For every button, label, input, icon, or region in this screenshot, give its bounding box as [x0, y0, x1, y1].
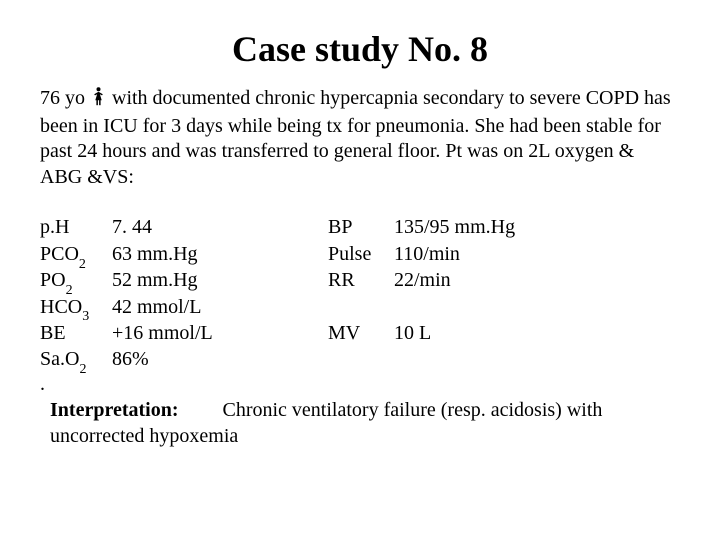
- spacer: [394, 294, 515, 320]
- label-pco2-pre: PCO: [40, 243, 79, 265]
- dot-line: .: [40, 373, 680, 396]
- label-sao2: Sa.O2: [40, 346, 112, 372]
- value-be: +16 mmol/L: [112, 320, 213, 346]
- label-mv: MV: [328, 320, 394, 346]
- label-po2-sub: 2: [66, 283, 73, 298]
- interpretation: Interpretation:Chronic ventilatory failu…: [40, 397, 680, 449]
- value-sao2: 86%: [112, 346, 213, 372]
- label-po2: PO2: [40, 267, 112, 293]
- value-bp: 135/95 mm.Hg: [394, 214, 515, 240]
- age-text: 76 yo: [40, 87, 85, 109]
- value-po2: 52 mm.Hg: [112, 267, 213, 293]
- value-mv: 10 L: [394, 320, 515, 346]
- case-description: 76 yo with documented chronic hypercapni…: [40, 86, 680, 190]
- abg-column: p.H PCO2 PO2 HCO3 BE Sa.O2 7. 44 63 mm.H…: [40, 214, 328, 372]
- description-text: with documented chronic hypercapnia seco…: [40, 87, 671, 188]
- label-hco3-sub: 3: [82, 309, 89, 324]
- label-pco2: PCO2: [40, 241, 112, 267]
- label-ph: p.H: [40, 214, 112, 240]
- vitals-labels: BP Pulse RR MV: [328, 214, 394, 372]
- slide: Case study No. 8 76 yo with documented c…: [0, 0, 720, 469]
- value-rr: 22/min: [394, 267, 515, 293]
- label-po2-pre: PO: [40, 269, 66, 291]
- value-pco2: 63 mm.Hg: [112, 241, 213, 267]
- interpretation-label: Interpretation:: [50, 399, 179, 421]
- abg-labels: p.H PCO2 PO2 HCO3 BE Sa.O2: [40, 214, 112, 372]
- abg-values: 7. 44 63 mm.Hg 52 mm.Hg 42 mmol/L +16 mm…: [112, 214, 213, 372]
- spacer: [328, 294, 394, 320]
- value-pulse: 110/min: [394, 241, 515, 267]
- label-hco3-pre: HCO: [40, 296, 82, 318]
- label-be: BE: [40, 320, 112, 346]
- label-hco3: HCO3: [40, 294, 112, 320]
- label-sao2-pre: Sa.O: [40, 348, 79, 370]
- vitals-values: 135/95 mm.Hg 110/min 22/min 10 L: [394, 214, 515, 372]
- woman-icon: [92, 87, 105, 114]
- slide-title: Case study No. 8: [40, 28, 680, 70]
- value-hco3: 42 mmol/L: [112, 294, 213, 320]
- label-pco2-sub: 2: [79, 257, 86, 272]
- label-bp: BP: [328, 214, 394, 240]
- label-pulse: Pulse: [328, 241, 394, 267]
- label-rr: RR: [328, 267, 394, 293]
- vitals-column: BP Pulse RR MV 135/95 mm.Hg 110/min 22/m…: [328, 214, 680, 372]
- data-columns: p.H PCO2 PO2 HCO3 BE Sa.O2 7. 44 63 mm.H…: [40, 214, 680, 372]
- label-sao2-sub: 2: [79, 362, 86, 377]
- value-ph: 7. 44: [112, 214, 213, 240]
